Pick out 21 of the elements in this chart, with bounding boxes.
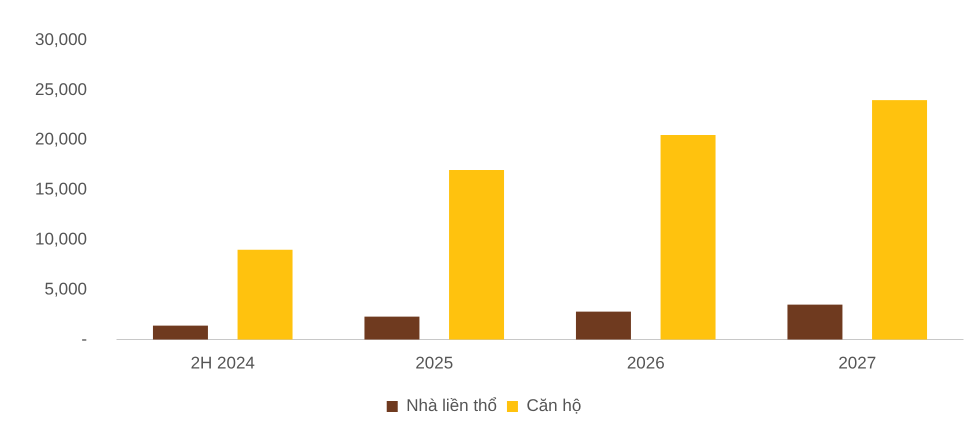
- x-tick-label: 2025: [415, 353, 454, 372]
- bar: [660, 135, 716, 340]
- y-tick-label: 25,000: [34, 80, 87, 99]
- legend-label: Nhà liền thổ: [406, 396, 497, 416]
- bar: [152, 326, 208, 340]
- y-tick-label: 5,000: [44, 279, 87, 298]
- bar: [364, 316, 420, 340]
- y-tick-label: -: [81, 329, 87, 348]
- bar: [576, 312, 631, 340]
- y-tick-label: 20,000: [34, 130, 87, 149]
- x-tick-label: 2027: [838, 353, 876, 372]
- x-tick-label: 2H 2024: [190, 353, 255, 372]
- bar: [872, 100, 928, 340]
- y-tick-label: 30,000: [34, 30, 87, 49]
- bar: [449, 170, 504, 340]
- bar: [238, 250, 293, 340]
- bar: [787, 304, 842, 340]
- y-tick-label: 15,000: [34, 180, 87, 199]
- y-tick-label: 10,000: [34, 229, 87, 248]
- x-tick-label: 2026: [626, 353, 665, 372]
- legend-label: Căn hộ: [526, 396, 582, 416]
